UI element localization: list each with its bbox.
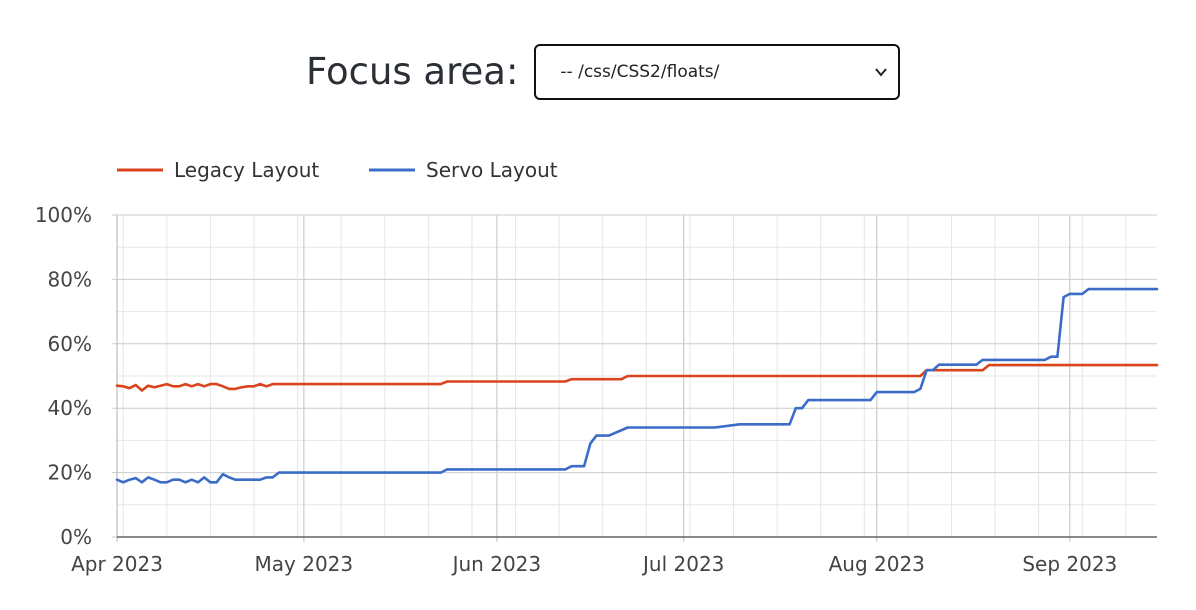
x-tick-label: Aug 2023 xyxy=(829,552,925,576)
y-tick-label: 40% xyxy=(48,396,92,420)
legend-label: Servo Layout xyxy=(426,158,558,182)
y-tick-label: 60% xyxy=(48,332,92,356)
series-line-servo-layout xyxy=(115,287,1159,484)
y-tick-label: 80% xyxy=(48,267,92,291)
focus-area-select[interactable]: -- /css/CSS2/floats/ xyxy=(534,44,901,100)
chevron-down-icon xyxy=(875,68,888,77)
x-tick-label: Sep 2023 xyxy=(1022,552,1117,576)
focus-area-row: Focus area: -- /css/CSS2/floats/ xyxy=(306,42,901,102)
x-tick-label: May 2023 xyxy=(255,552,354,576)
legend-label: Legacy Layout xyxy=(174,158,319,182)
y-tick-label: 20% xyxy=(48,461,92,485)
y-tick-label: 0% xyxy=(60,525,92,549)
series-line-legacy-layout xyxy=(115,363,1159,392)
y-tick-label: 100% xyxy=(35,203,92,227)
x-tick-label: Jun 2023 xyxy=(451,552,542,576)
x-tick-label: Apr 2023 xyxy=(71,552,163,576)
focus-area-label: Focus area: xyxy=(306,50,519,93)
x-tick-label: Jul 2023 xyxy=(641,552,724,576)
focus-area-selected-value: -- /css/CSS2/floats/ xyxy=(560,62,720,82)
line-chart: 0% 20% 40% 60% 80% 100% Apr 2023 May 2023 Jun 20… xyxy=(35,158,1159,576)
